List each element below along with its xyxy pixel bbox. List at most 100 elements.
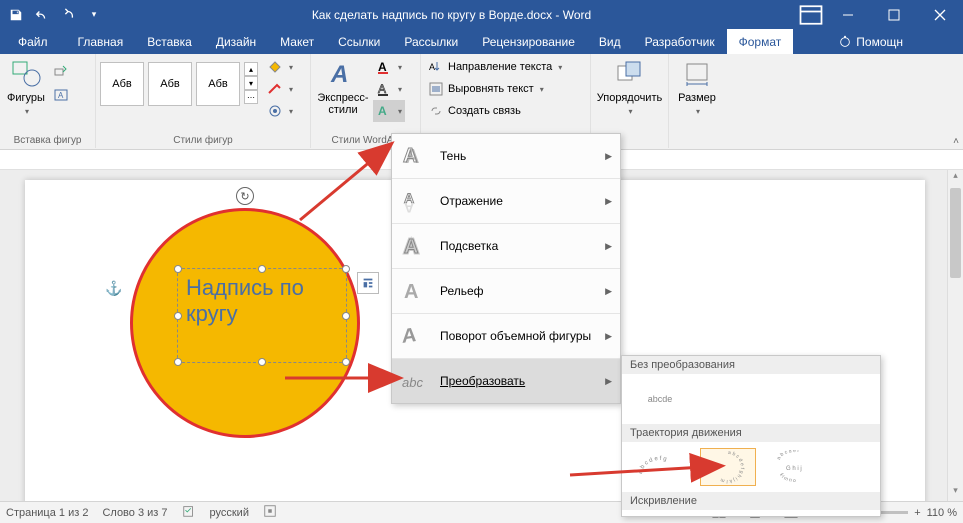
status-macro[interactable] (263, 504, 277, 521)
text-effects-icon: A (376, 103, 392, 119)
transform-warp-header: Искривление (622, 492, 880, 510)
menu-shadow[interactable]: AA Тень▶ (392, 134, 620, 178)
shape-outline-button[interactable]: ▾ (264, 78, 296, 100)
handle-n[interactable] (258, 265, 266, 273)
transform-arch[interactable]: a b c d e f g (632, 448, 688, 486)
svg-text:a b c d e f g h i j k l m: a b c d e f g h i j k l m (720, 450, 745, 484)
shape-fill-button[interactable]: ▾ (264, 56, 296, 78)
ribbon-options-button[interactable] (797, 0, 825, 29)
status-page[interactable]: Страница 1 из 2 (6, 507, 88, 519)
svg-text:A: A (402, 324, 416, 348)
handle-w[interactable] (174, 312, 182, 320)
create-link-button[interactable]: Создать связь (425, 100, 565, 122)
tab-layout[interactable]: Макет (268, 29, 326, 54)
textbox-text: Надпись по кругу (178, 269, 346, 333)
tab-developer[interactable]: Разработчик (633, 29, 727, 54)
textbox-selection[interactable]: Надпись по кругу (177, 268, 347, 363)
zoom-in[interactable]: + (914, 507, 920, 519)
svg-text:a b c d e f g: a b c d e f g (638, 456, 667, 474)
rotation-icon: A (402, 324, 426, 348)
shape-edit-stack: A (50, 60, 72, 106)
transform-button[interactable]: a b c d e fG h i jk l m n o (768, 448, 824, 486)
save-button[interactable] (4, 3, 28, 27)
handle-ne[interactable] (342, 265, 350, 273)
tell-me[interactable]: Помощн (826, 29, 963, 54)
handle-se[interactable] (342, 358, 350, 366)
shape-effects-button[interactable]: ▾ (264, 100, 296, 122)
arrange-button[interactable]: Упорядочить▾ (595, 56, 664, 118)
group-label-insert-shapes: Вставка фигур (4, 133, 91, 148)
tab-references[interactable]: Ссылки (326, 29, 392, 54)
zoom-level[interactable]: 110 % (927, 507, 957, 519)
redo-button[interactable] (56, 3, 80, 27)
tab-file[interactable]: Файл (0, 29, 66, 54)
quick-access-toolbar: ▾ (0, 3, 106, 27)
tab-design[interactable]: Дизайн (204, 29, 268, 54)
menu-glow[interactable]: AA Подсветка▶ (392, 224, 620, 268)
size-label: Размер (678, 92, 716, 104)
handle-e[interactable] (342, 312, 350, 320)
transform-circle[interactable]: a b c d e f g h i j k l m (700, 448, 756, 486)
menu-glow-label: Подсветка (440, 239, 498, 253)
svg-text:A: A (378, 104, 387, 118)
window-title: Как сделать надпись по кругу в Ворде.doc… (106, 8, 797, 22)
minimize-button[interactable] (825, 0, 871, 29)
text-direction-button[interactable]: AНаправление текста▾ (425, 56, 565, 78)
tab-home[interactable]: Главная (66, 29, 136, 54)
text-fill-button[interactable]: A▾ (373, 56, 405, 78)
menu-transform-label: Преобразовать (440, 374, 525, 388)
style-preset-3[interactable]: Абв (196, 62, 240, 106)
menu-bevel-label: Рельеф (440, 284, 484, 298)
size-button[interactable]: Размер▾ (673, 56, 721, 118)
rotate-handle[interactable] (236, 187, 254, 205)
text-outline-icon: A (376, 81, 392, 97)
arrange-icon (614, 58, 646, 90)
svg-text:A: A (330, 61, 348, 88)
style-preset-1[interactable]: Абв (100, 62, 144, 106)
edit-shape-button[interactable] (50, 60, 72, 82)
shapes-button[interactable]: Фигуры ▾ (4, 56, 48, 118)
undo-button[interactable] (30, 3, 54, 27)
quick-styles-button[interactable]: A Экспресс- стили (315, 56, 371, 116)
glow-icon: AA (402, 234, 426, 258)
menu-bevel[interactable]: A Рельеф▶ (392, 269, 620, 313)
menu-reflection[interactable]: AA Отражение▶ (392, 179, 620, 223)
handle-sw[interactable] (174, 358, 182, 366)
menu-transform[interactable]: abc Преобразовать▶ (392, 359, 620, 403)
menu-shadow-label: Тень (440, 149, 466, 163)
tab-format[interactable]: Формат (727, 29, 794, 54)
shape-style-gallery[interactable]: Абв Абв Абв ▴▾⋯ (100, 56, 258, 106)
transform-path-header: Траектория движения (622, 424, 880, 442)
text-outline-button[interactable]: A▾ (373, 78, 405, 100)
wordart-icon: A (327, 58, 359, 90)
tab-review[interactable]: Рецензирование (470, 29, 587, 54)
status-language[interactable]: русский (210, 507, 249, 519)
style-gallery-scroll[interactable]: ▴▾⋯ (244, 62, 258, 104)
close-button[interactable] (917, 0, 963, 29)
tab-mailings[interactable]: Рассылки (392, 29, 470, 54)
text-effects-button[interactable]: A▾ (373, 100, 405, 122)
align-text-icon (428, 81, 444, 97)
style-preset-2[interactable]: Абв (148, 62, 192, 106)
layout-options-button[interactable] (357, 272, 379, 294)
vertical-scrollbar[interactable]: ▴ ▾ (947, 170, 963, 501)
menu-3d-rotation[interactable]: A Поворот объемной фигуры▶ (392, 314, 620, 358)
window-controls (825, 0, 963, 29)
svg-text:A: A (404, 281, 418, 303)
maximize-button[interactable] (871, 0, 917, 29)
tell-me-label: Помощн (856, 35, 903, 49)
handle-s[interactable] (258, 358, 266, 366)
handle-nw[interactable] (174, 265, 182, 273)
transform-none[interactable]: abcde (632, 380, 688, 418)
textbox-button[interactable]: A (50, 84, 72, 106)
transform-submenu: Без преобразования abcde Траектория движ… (621, 355, 881, 517)
status-words[interactable]: Слово 3 из 7 (102, 507, 167, 519)
tab-insert[interactable]: Вставка (135, 29, 204, 54)
tab-view[interactable]: Вид (587, 29, 633, 54)
shapes-label: Фигуры (7, 92, 45, 104)
qat-more-button[interactable]: ▾ (82, 3, 106, 27)
collapse-ribbon-button[interactable]: ˄ (953, 136, 959, 147)
status-proofing[interactable] (182, 504, 196, 521)
align-text-button[interactable]: Выровнять текст▾ (425, 78, 565, 100)
arrange-label: Упорядочить (597, 92, 662, 104)
